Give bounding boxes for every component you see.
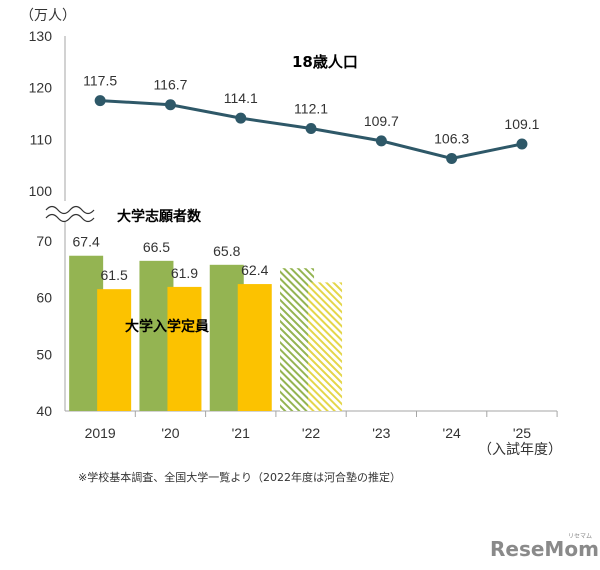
y-tick-label: 120	[29, 80, 53, 96]
x-tick-label: '23	[372, 425, 390, 441]
bar-capacity-label: 61.5	[101, 267, 128, 283]
x-tick-label: '24	[443, 425, 461, 441]
axis-break-mark	[45, 213, 95, 223]
y-tick-label: 100	[29, 183, 53, 199]
y-tick-label: 50	[36, 346, 52, 362]
bar-series-name-applicants: 大学志願者数	[117, 208, 202, 225]
footnote: ※学校基本調査、全国大学一覧より（2022年度は河合塾の推定）	[78, 470, 401, 484]
line-point-label: 109.1	[504, 116, 539, 132]
y-tick-label: 60	[36, 290, 52, 306]
line-point	[516, 138, 528, 150]
y-tick-label: 110	[30, 131, 53, 147]
line-point	[164, 99, 176, 111]
line-point-label: 116.7	[153, 77, 187, 93]
bar-capacity-label: 61.9	[171, 265, 198, 281]
bar-series-name-capacity: 大学入学定員	[125, 318, 209, 335]
bar-capacity-label: 62.4	[241, 262, 268, 278]
x-tick-label: 2019	[85, 425, 116, 441]
line-point	[94, 95, 106, 107]
line-point-label: 109.7	[364, 113, 399, 129]
line-point-label: 106.3	[434, 130, 469, 146]
line-point	[305, 122, 317, 134]
x-tick-label: '25	[513, 425, 531, 441]
line-point-label: 117.5	[83, 73, 117, 89]
y-axis-unit: （万人）	[20, 7, 76, 23]
bar-applicants-label: 65.8	[213, 243, 240, 259]
resemom-logo-small: リセマム	[568, 533, 592, 540]
x-axis-extra-label: （入試年度）	[478, 441, 562, 457]
line-point	[446, 152, 458, 164]
line-point-label: 112.1	[294, 100, 328, 116]
bar-capacity	[237, 284, 272, 411]
bar-applicants-label: 66.5	[143, 239, 170, 255]
line-point	[375, 135, 387, 147]
x-tick-label: '21	[232, 425, 250, 441]
y-tick-label: 40	[36, 403, 52, 419]
bar-capacity	[308, 282, 343, 411]
axis-break-mark	[45, 205, 95, 215]
bar-applicants-label: 67.4	[73, 234, 100, 250]
line-point	[235, 112, 247, 124]
x-tick-label: '22	[302, 425, 320, 441]
y-tick-label: 130	[29, 28, 53, 44]
x-tick-label: '20	[161, 425, 179, 441]
bar-capacity	[97, 289, 132, 411]
bar-capacity	[167, 286, 202, 411]
line-series-name: 18歳人口	[292, 53, 358, 71]
line-point-label: 114.1	[224, 90, 258, 106]
resemom-logo: ReseMom	[490, 537, 599, 561]
y-tick-label: 70	[36, 233, 52, 249]
